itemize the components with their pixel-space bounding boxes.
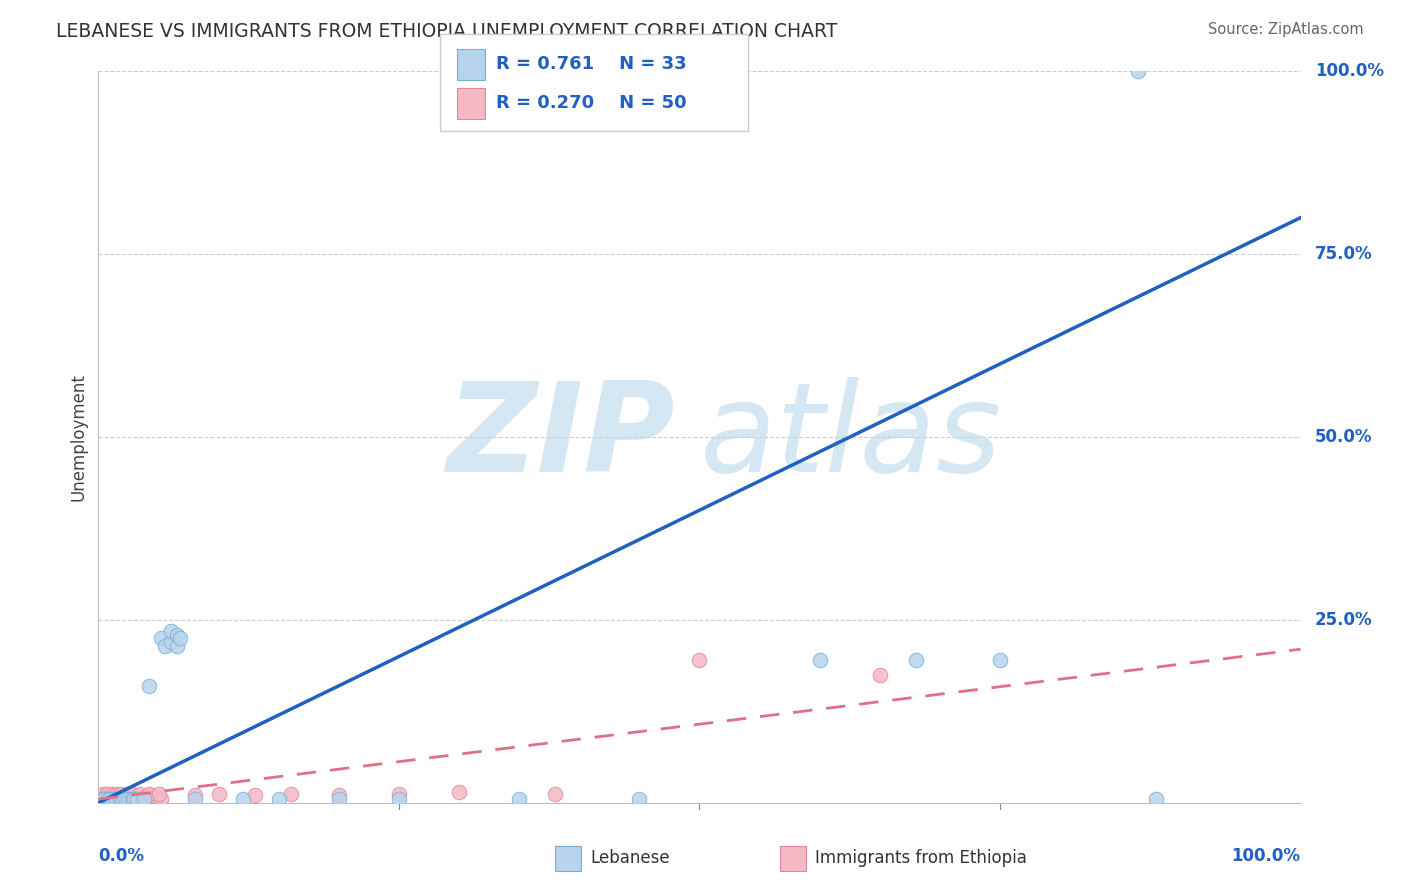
Text: 100.0%: 100.0%	[1315, 62, 1384, 80]
Point	[328, 792, 350, 806]
Point	[149, 792, 172, 806]
Point	[447, 785, 470, 799]
Point	[110, 787, 132, 801]
Point	[124, 792, 146, 806]
Point	[105, 792, 128, 806]
Point	[91, 792, 114, 806]
Point	[108, 789, 131, 804]
Point	[120, 792, 142, 806]
Point	[1144, 792, 1167, 806]
Y-axis label: Unemployment: Unemployment	[69, 373, 87, 501]
Point	[117, 787, 139, 801]
Point	[94, 789, 117, 803]
Text: LEBANESE VS IMMIGRANTS FROM ETHIOPIA UNEMPLOYMENT CORRELATION CHART: LEBANESE VS IMMIGRANTS FROM ETHIOPIA UNE…	[56, 22, 838, 41]
Point	[93, 792, 115, 806]
Point	[98, 792, 121, 806]
Point	[96, 787, 118, 801]
Text: ZIP: ZIP	[447, 376, 675, 498]
Point	[91, 789, 114, 804]
Point	[166, 627, 188, 641]
Point	[97, 789, 120, 804]
Point	[988, 653, 1011, 667]
Point	[127, 792, 149, 806]
Point	[91, 787, 114, 801]
Point	[328, 789, 350, 803]
Point	[100, 789, 122, 803]
Point	[159, 635, 181, 649]
Point	[108, 789, 131, 803]
Point	[141, 789, 163, 803]
Point	[97, 792, 120, 806]
Point	[103, 789, 125, 803]
Point	[388, 787, 411, 801]
Point	[129, 787, 152, 801]
Point	[114, 792, 136, 806]
Point	[105, 789, 128, 804]
Point	[121, 792, 143, 806]
Text: Lebanese: Lebanese	[591, 849, 671, 867]
Point	[135, 792, 157, 806]
Point	[132, 792, 155, 806]
Text: 25.0%: 25.0%	[1315, 611, 1372, 629]
Point	[153, 639, 176, 653]
Point	[183, 792, 205, 806]
Point	[101, 792, 124, 806]
Point	[1128, 64, 1150, 78]
Point	[267, 792, 290, 806]
Point	[148, 787, 170, 801]
Point	[121, 787, 143, 801]
Point	[125, 792, 148, 806]
Point	[183, 789, 205, 803]
Point	[100, 789, 122, 804]
Point	[243, 789, 266, 803]
Point	[869, 667, 891, 681]
Point	[100, 792, 122, 806]
Point	[808, 653, 831, 667]
Text: Source: ZipAtlas.com: Source: ZipAtlas.com	[1208, 22, 1364, 37]
Point	[91, 792, 114, 806]
Point	[107, 792, 129, 806]
Point	[145, 789, 167, 804]
Point	[105, 787, 128, 801]
Text: Immigrants from Ethiopia: Immigrants from Ethiopia	[815, 849, 1028, 867]
Point	[115, 792, 138, 806]
Point	[96, 792, 118, 806]
Point	[159, 624, 181, 638]
Point	[904, 653, 927, 667]
Point	[124, 789, 146, 803]
Point	[232, 792, 254, 806]
Point	[138, 679, 160, 693]
Point	[108, 792, 131, 806]
Text: atlas: atlas	[699, 376, 1001, 498]
Point	[166, 639, 188, 653]
Point	[544, 787, 567, 801]
Point	[131, 789, 153, 804]
Point	[208, 787, 231, 801]
Point	[169, 632, 191, 646]
Point	[101, 792, 124, 806]
Point	[112, 792, 135, 806]
Point	[280, 787, 302, 801]
Point	[117, 789, 139, 804]
Text: 0.0%: 0.0%	[98, 847, 145, 864]
Point	[117, 792, 139, 806]
Point	[688, 653, 710, 667]
Point	[111, 789, 134, 803]
Text: R = 0.761    N = 33: R = 0.761 N = 33	[496, 54, 688, 73]
Point	[100, 787, 122, 801]
Text: 100.0%: 100.0%	[1232, 847, 1301, 864]
Point	[111, 792, 134, 806]
Point	[138, 787, 160, 801]
Point	[93, 792, 115, 806]
Point	[114, 789, 136, 804]
Point	[104, 792, 127, 806]
Point	[628, 792, 651, 806]
Text: 50.0%: 50.0%	[1315, 428, 1372, 446]
Point	[388, 792, 411, 806]
Text: 75.0%: 75.0%	[1315, 245, 1372, 263]
Point	[110, 792, 132, 806]
Text: R = 0.270    N = 50: R = 0.270 N = 50	[496, 95, 688, 112]
Point	[508, 792, 530, 806]
Point	[149, 632, 172, 646]
